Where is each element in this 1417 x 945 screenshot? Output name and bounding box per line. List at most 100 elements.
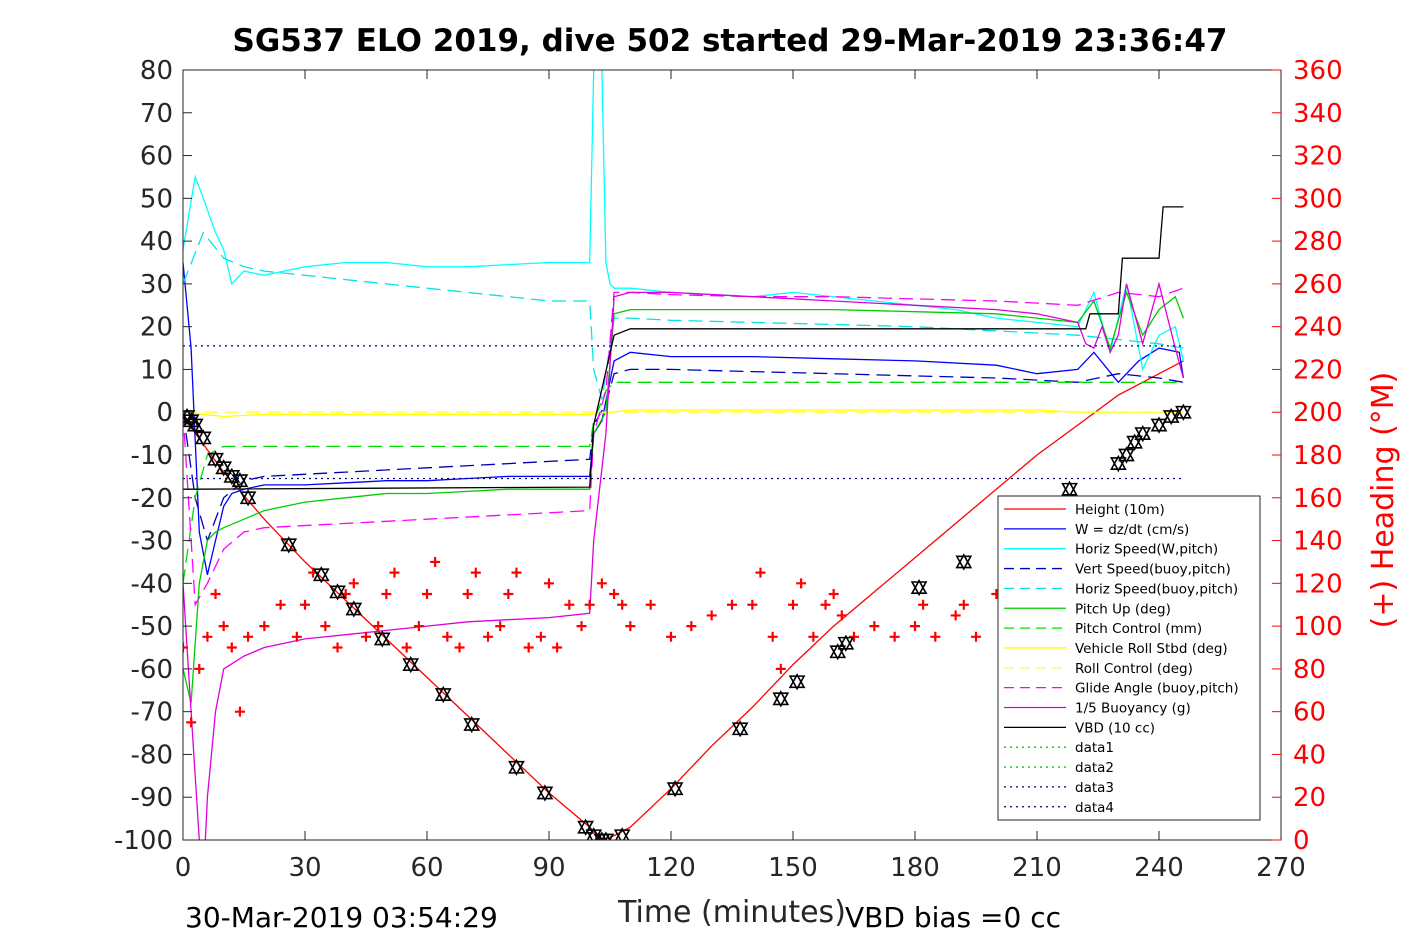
heading-point — [511, 567, 522, 578]
depth-marker — [402, 655, 420, 674]
depth-marker — [207, 450, 224, 468]
y-tick-label: -60 — [131, 655, 173, 685]
y2-tick-label: 160 — [1293, 484, 1343, 514]
heading-point — [381, 589, 392, 600]
x-tick-label: 270 — [1256, 853, 1306, 883]
legend-label: Pitch Up (deg) — [1075, 601, 1171, 617]
heading-point — [666, 631, 676, 642]
y2-tick-label: 220 — [1293, 355, 1343, 385]
x-axis: 0 30 60 90 120 150 180 210 240 270 — [175, 70, 1306, 883]
heading-point — [361, 631, 371, 642]
depth-marker — [1126, 433, 1143, 451]
heading-point — [950, 610, 961, 621]
heading-point — [243, 631, 254, 642]
series-line-3 — [183, 70, 1185, 372]
legend-label: data1 — [1075, 740, 1114, 756]
depth-marker — [666, 780, 684, 798]
x-tick-label: 120 — [646, 853, 696, 883]
heading-point — [958, 599, 969, 610]
y-tick-label: -30 — [131, 527, 173, 557]
legend-label: data2 — [1075, 760, 1114, 776]
heading-point — [210, 589, 221, 600]
heading-point — [454, 642, 465, 653]
depth-marker — [231, 472, 249, 490]
heading-point — [275, 599, 286, 610]
legend-label: W = dz/dt (cm/s) — [1075, 522, 1189, 538]
legend-label: data4 — [1075, 800, 1114, 816]
heading-point — [503, 589, 514, 600]
heading-point — [413, 621, 424, 632]
heading-point — [544, 578, 554, 589]
depth-marker — [463, 715, 481, 734]
heading-point — [234, 706, 245, 717]
y-tick-label: 30 — [140, 270, 173, 300]
depth-marker — [829, 643, 847, 661]
depth-marker — [788, 673, 806, 691]
series-line-5 — [183, 231, 1184, 400]
heading-point — [645, 599, 656, 610]
heading-point — [706, 610, 717, 621]
y-tick-label: 0 — [156, 398, 173, 428]
y2-tick-label: 360 — [1293, 56, 1343, 86]
depth-marker — [597, 831, 615, 840]
series-line-6 — [183, 290, 1185, 704]
heading-point — [495, 621, 506, 632]
legend-label: 1/5 Buoyancy (g) — [1075, 701, 1191, 717]
y-tick-label: -50 — [131, 612, 173, 642]
heading-point — [584, 599, 595, 610]
depth-marker — [772, 690, 790, 708]
heading-point — [535, 631, 546, 642]
heading-point — [727, 599, 737, 610]
heading-point — [609, 589, 620, 600]
heading-point — [910, 621, 920, 632]
heading-point — [625, 621, 636, 632]
heading-point — [889, 631, 900, 642]
y2-tick-label: 280 — [1293, 227, 1343, 257]
depth-marker — [312, 566, 330, 584]
depth-marker — [239, 489, 257, 507]
series-line-12 — [183, 206, 1184, 490]
series-line-4 — [183, 368, 1184, 543]
legend-label: Horiz Speed(buoy,pitch) — [1075, 581, 1238, 597]
y2-tick-label: 200 — [1293, 398, 1343, 428]
footer-vbd-bias: VBD bias =0 cc — [845, 901, 1061, 934]
series-line-8 — [183, 409, 1184, 418]
legend-box — [997, 495, 1261, 821]
series-layer — [183, 70, 1185, 840]
y2-tick-label: 300 — [1293, 184, 1343, 214]
heading-point — [836, 610, 847, 621]
heading-point — [483, 631, 493, 642]
y2-tick-label: 340 — [1293, 99, 1343, 129]
depth-marker-layer — [183, 403, 1192, 840]
y2-tick-label: 140 — [1293, 527, 1343, 557]
heading-point — [869, 621, 880, 632]
depth-marker — [186, 416, 204, 434]
legend-label: data3 — [1075, 780, 1114, 796]
heading-point — [523, 642, 534, 653]
heading-point — [202, 631, 213, 642]
heading-point — [194, 663, 205, 674]
depth-marker — [329, 583, 346, 601]
heading-point — [226, 642, 237, 653]
depth-marker — [837, 634, 855, 652]
y-axis-right: 3603403203002802602402202001801601401201… — [1272, 56, 1343, 856]
legend-label: Vert Speed(buoy,pitch) — [1075, 562, 1231, 578]
y2-tick-label: 260 — [1293, 270, 1343, 300]
heading-point — [820, 599, 831, 610]
depth-marker — [280, 536, 298, 554]
heading-point — [186, 717, 197, 728]
heading-point — [462, 589, 473, 600]
depth-marker — [910, 578, 928, 597]
depth-marker — [434, 685, 452, 704]
heading-point — [775, 663, 786, 674]
y2-tick-label: 0 — [1293, 826, 1310, 856]
heading-point — [755, 567, 766, 578]
x-tick-label: 0 — [175, 853, 192, 883]
heading-point — [930, 631, 941, 642]
y-tick-label: 80 — [140, 56, 173, 86]
footer-timestamp: 30-Mar-2019 03:54:29 — [185, 901, 498, 934]
depth-marker — [194, 429, 212, 447]
heading-point — [332, 642, 343, 653]
y-tick-label: 20 — [140, 313, 173, 343]
x-tick-label: 180 — [890, 853, 940, 883]
